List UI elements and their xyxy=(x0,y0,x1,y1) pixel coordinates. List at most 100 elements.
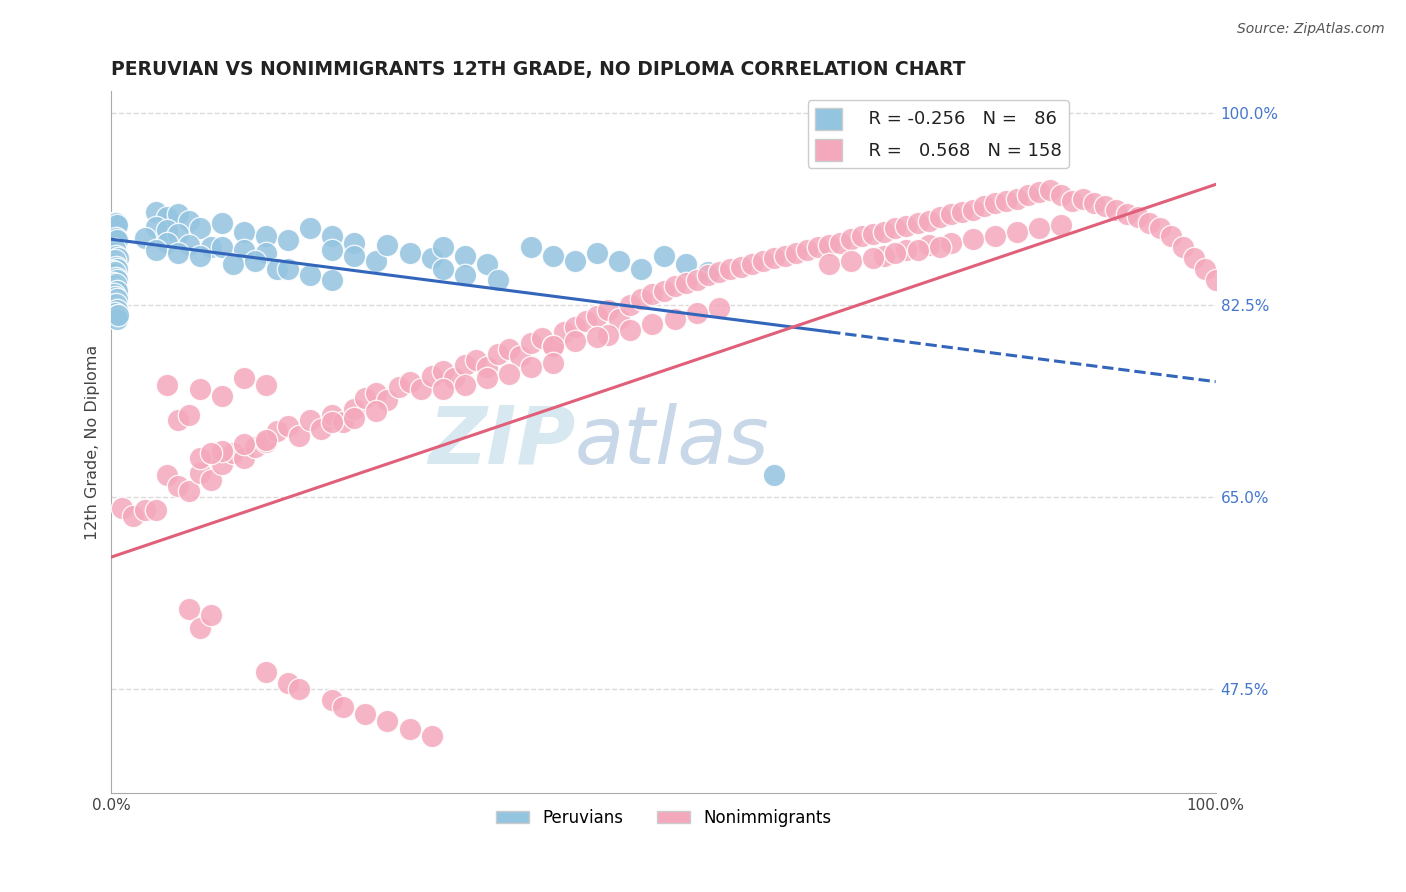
Point xyxy=(586,309,609,323)
Point xyxy=(541,338,564,352)
Point xyxy=(1182,251,1205,265)
Point xyxy=(145,204,167,219)
Point xyxy=(232,225,254,239)
Point xyxy=(432,240,454,254)
Point xyxy=(773,249,796,263)
Point xyxy=(104,242,127,256)
Point xyxy=(188,221,211,235)
Point xyxy=(873,249,896,263)
Point xyxy=(486,273,509,287)
Point xyxy=(103,257,125,271)
Point xyxy=(166,479,188,493)
Point xyxy=(156,211,179,225)
Point xyxy=(454,378,477,392)
Y-axis label: 12th Grade, No Diploma: 12th Grade, No Diploma xyxy=(86,344,100,540)
Point xyxy=(896,243,918,257)
Point xyxy=(354,391,377,405)
Point xyxy=(432,364,454,378)
Point xyxy=(254,433,277,447)
Point xyxy=(475,257,498,271)
Point xyxy=(862,227,884,241)
Point xyxy=(321,228,343,243)
Point xyxy=(377,237,399,252)
Point xyxy=(104,253,127,268)
Point xyxy=(917,213,939,227)
Point xyxy=(541,249,564,263)
Point xyxy=(839,254,862,268)
Point xyxy=(166,246,188,260)
Point xyxy=(409,382,432,396)
Point xyxy=(232,451,254,466)
Point xyxy=(104,297,127,311)
Point xyxy=(200,608,222,623)
Point xyxy=(652,249,675,263)
Point xyxy=(321,273,343,287)
Point xyxy=(619,298,641,312)
Point xyxy=(211,240,233,254)
Legend: Peruvians, Nonimmigrants: Peruvians, Nonimmigrants xyxy=(489,802,838,833)
Point xyxy=(1028,185,1050,199)
Point xyxy=(818,237,841,252)
Point xyxy=(288,429,311,443)
Point xyxy=(1050,218,1073,232)
Point xyxy=(785,246,807,260)
Point xyxy=(984,196,1007,211)
Point xyxy=(598,327,620,342)
Point xyxy=(309,422,332,436)
Point xyxy=(200,446,222,460)
Point xyxy=(796,243,818,257)
Point xyxy=(664,312,686,326)
Point xyxy=(641,287,664,301)
Point xyxy=(222,446,245,460)
Point xyxy=(156,378,179,392)
Point xyxy=(166,207,188,221)
Point xyxy=(366,385,388,400)
Point xyxy=(232,371,254,385)
Point xyxy=(266,424,288,438)
Point xyxy=(432,261,454,276)
Point xyxy=(156,223,179,237)
Point xyxy=(1137,216,1160,230)
Point xyxy=(586,330,609,344)
Point xyxy=(1005,225,1028,239)
Point xyxy=(254,246,277,260)
Point xyxy=(541,338,564,352)
Point xyxy=(104,294,127,309)
Point xyxy=(939,235,962,250)
Point xyxy=(939,207,962,221)
Point xyxy=(707,265,730,279)
Point xyxy=(254,434,277,449)
Point xyxy=(962,232,984,246)
Point xyxy=(101,264,124,278)
Point xyxy=(366,404,388,418)
Point xyxy=(564,254,586,268)
Point xyxy=(907,216,929,230)
Point xyxy=(896,219,918,233)
Point xyxy=(103,279,125,293)
Point xyxy=(564,319,586,334)
Point xyxy=(177,408,200,422)
Point xyxy=(1005,192,1028,206)
Point xyxy=(762,467,785,482)
Point xyxy=(166,227,188,241)
Point xyxy=(105,293,128,307)
Point xyxy=(166,413,188,427)
Point xyxy=(928,211,950,225)
Point xyxy=(254,378,277,392)
Point xyxy=(177,237,200,252)
Point xyxy=(1149,221,1171,235)
Point xyxy=(609,312,631,326)
Point xyxy=(630,261,652,276)
Point xyxy=(188,249,211,263)
Point xyxy=(277,233,299,247)
Point xyxy=(105,284,128,298)
Point xyxy=(343,235,366,250)
Point xyxy=(366,254,388,268)
Point xyxy=(851,228,873,243)
Point xyxy=(104,305,127,319)
Point xyxy=(609,254,631,268)
Point xyxy=(973,199,995,213)
Point xyxy=(807,240,830,254)
Point xyxy=(177,213,200,227)
Point xyxy=(675,257,697,271)
